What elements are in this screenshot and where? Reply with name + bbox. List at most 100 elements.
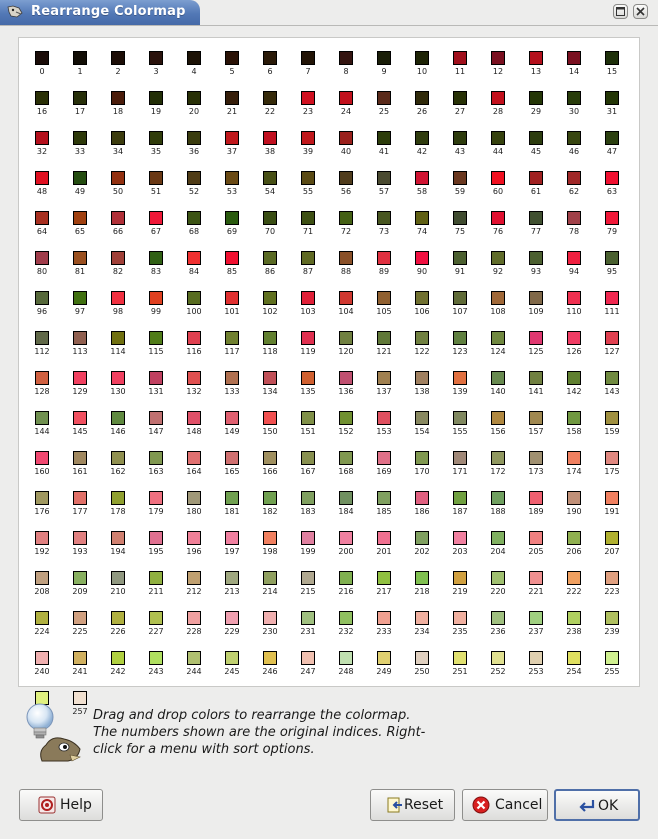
color-swatch[interactable]: [339, 491, 353, 505]
color-swatch[interactable]: [529, 91, 543, 105]
reset-button[interactable]: Reset: [370, 789, 455, 821]
color-swatch[interactable]: [491, 611, 505, 625]
color-swatch[interactable]: [111, 331, 125, 345]
colormap-entry[interactable]: 241: [65, 651, 95, 685]
colormap-entry[interactable]: 164: [179, 451, 209, 485]
color-swatch[interactable]: [301, 131, 315, 145]
color-swatch[interactable]: [567, 211, 581, 225]
color-swatch[interactable]: [225, 91, 239, 105]
colormap-entry[interactable]: 113: [65, 331, 95, 365]
color-swatch[interactable]: [605, 291, 619, 305]
colormap-entry[interactable]: 91: [445, 251, 475, 285]
colormap-entry[interactable]: 110: [559, 291, 589, 325]
color-swatch[interactable]: [339, 611, 353, 625]
color-swatch[interactable]: [149, 651, 163, 665]
color-swatch[interactable]: [35, 651, 49, 665]
color-swatch[interactable]: [339, 131, 353, 145]
colormap-entry[interactable]: 50: [103, 171, 133, 205]
color-swatch[interactable]: [567, 291, 581, 305]
color-swatch[interactable]: [377, 451, 391, 465]
color-swatch[interactable]: [111, 171, 125, 185]
color-swatch[interactable]: [263, 571, 277, 585]
color-swatch[interactable]: [605, 531, 619, 545]
colormap-entry[interactable]: 100: [179, 291, 209, 325]
color-swatch[interactable]: [187, 91, 201, 105]
colormap-entry[interactable]: 26: [407, 91, 437, 125]
color-swatch[interactable]: [377, 171, 391, 185]
color-swatch[interactable]: [149, 171, 163, 185]
colormap-entry[interactable]: 146: [103, 411, 133, 445]
color-swatch[interactable]: [263, 531, 277, 545]
colormap-entry[interactable]: 233: [369, 611, 399, 645]
color-swatch[interactable]: [605, 571, 619, 585]
colormap-entry[interactable]: 156: [483, 411, 513, 445]
color-swatch[interactable]: [35, 211, 49, 225]
color-swatch[interactable]: [225, 291, 239, 305]
colormap-entry[interactable]: 40: [331, 131, 361, 165]
color-swatch[interactable]: [73, 171, 87, 185]
color-swatch[interactable]: [73, 451, 87, 465]
color-swatch[interactable]: [567, 611, 581, 625]
color-swatch[interactable]: [415, 491, 429, 505]
color-swatch[interactable]: [339, 371, 353, 385]
colormap-entry[interactable]: 180: [179, 491, 209, 525]
colormap-entry[interactable]: 153: [369, 411, 399, 445]
colormap-entry[interactable]: 54: [255, 171, 285, 205]
colormap-entry[interactable]: 111: [597, 291, 627, 325]
color-swatch[interactable]: [491, 291, 505, 305]
color-swatch[interactable]: [567, 251, 581, 265]
colormap-entry[interactable]: 95: [597, 251, 627, 285]
color-swatch[interactable]: [149, 331, 163, 345]
colormap-entry[interactable]: 52: [179, 171, 209, 205]
color-swatch[interactable]: [301, 51, 315, 65]
color-swatch[interactable]: [567, 491, 581, 505]
color-swatch[interactable]: [605, 91, 619, 105]
color-swatch[interactable]: [529, 291, 543, 305]
color-swatch[interactable]: [605, 331, 619, 345]
color-swatch[interactable]: [225, 251, 239, 265]
color-swatch[interactable]: [415, 211, 429, 225]
color-swatch[interactable]: [111, 291, 125, 305]
colormap-entry[interactable]: 17: [65, 91, 95, 125]
color-swatch[interactable]: [377, 571, 391, 585]
color-swatch[interactable]: [149, 51, 163, 65]
color-swatch[interactable]: [35, 291, 49, 305]
colormap-entry[interactable]: 217: [369, 571, 399, 605]
colormap-entry[interactable]: 247: [293, 651, 323, 685]
colormap-entry[interactable]: 30: [559, 91, 589, 125]
colormap-entry[interactable]: 243: [141, 651, 171, 685]
colormap-entry[interactable]: 15: [597, 51, 627, 85]
color-swatch[interactable]: [149, 251, 163, 265]
colormap-entry[interactable]: 201: [369, 531, 399, 565]
colormap-entry[interactable]: 197: [217, 531, 247, 565]
colormap-entry[interactable]: 67: [141, 211, 171, 245]
colormap-entry[interactable]: 121: [369, 331, 399, 365]
colormap-entry[interactable]: 83: [141, 251, 171, 285]
colormap-entry[interactable]: 228: [179, 611, 209, 645]
color-swatch[interactable]: [453, 91, 467, 105]
colormap-entry[interactable]: 182: [255, 491, 285, 525]
color-swatch[interactable]: [415, 171, 429, 185]
colormap-entry[interactable]: 70: [255, 211, 285, 245]
color-swatch[interactable]: [567, 531, 581, 545]
color-swatch[interactable]: [491, 131, 505, 145]
colormap-entry[interactable]: 166: [255, 451, 285, 485]
colormap-entry[interactable]: 137: [369, 371, 399, 405]
colormap-entry[interactable]: 80: [27, 251, 57, 285]
color-swatch[interactable]: [377, 331, 391, 345]
color-swatch[interactable]: [187, 411, 201, 425]
colormap-entry[interactable]: 34: [103, 131, 133, 165]
color-swatch[interactable]: [73, 331, 87, 345]
colormap-entry[interactable]: 222: [559, 571, 589, 605]
colormap-entry[interactable]: 101: [217, 291, 247, 325]
colormap-entry[interactable]: 45: [521, 131, 551, 165]
color-swatch[interactable]: [35, 91, 49, 105]
colormap-entry[interactable]: 155: [445, 411, 475, 445]
color-swatch[interactable]: [529, 651, 543, 665]
colormap-entry[interactable]: 186: [407, 491, 437, 525]
colormap-entry[interactable]: 42: [407, 131, 437, 165]
color-swatch[interactable]: [339, 331, 353, 345]
color-swatch[interactable]: [529, 211, 543, 225]
colormap-entry[interactable]: 65: [65, 211, 95, 245]
colormap-entry[interactable]: 112: [27, 331, 57, 365]
